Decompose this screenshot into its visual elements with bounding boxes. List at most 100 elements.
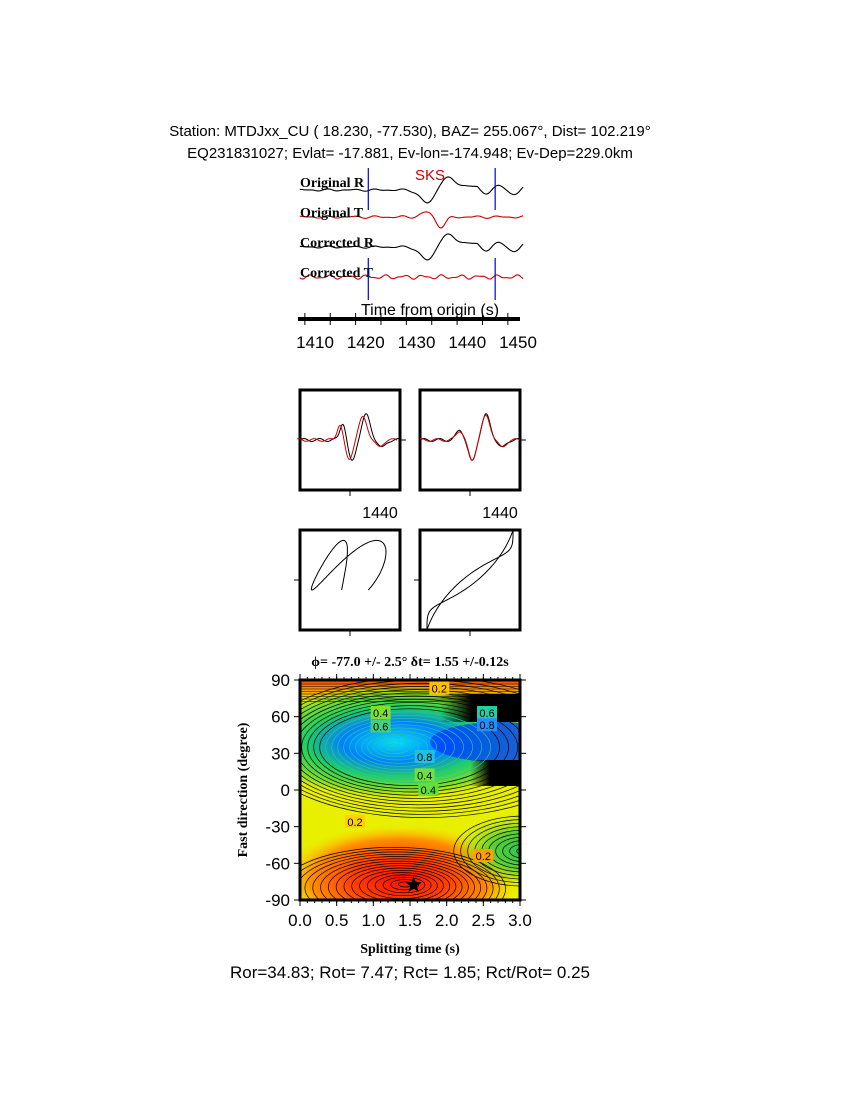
contour-label: 0.4 bbox=[417, 770, 432, 782]
x-tick-label: 1.0 bbox=[362, 911, 386, 930]
contour-line bbox=[300, 692, 520, 802]
contour-line bbox=[374, 874, 432, 897]
contour-line bbox=[516, 847, 520, 855]
y-tick-label: 60 bbox=[271, 708, 290, 727]
contour-line bbox=[349, 724, 456, 770]
contour-line bbox=[398, 881, 413, 888]
time-tick-label: 1440 bbox=[448, 333, 486, 352]
contour-line bbox=[373, 737, 420, 758]
contour-line bbox=[319, 708, 501, 786]
trace-panel: Original R Original T Corrected R Correc… bbox=[296, 167, 537, 352]
contour-label: 0.2 bbox=[432, 684, 447, 696]
contour-label: 0.6 bbox=[373, 721, 388, 733]
contour-label: 0.4 bbox=[421, 785, 436, 797]
contour-line bbox=[325, 711, 492, 783]
contour-label: 0.8 bbox=[479, 720, 494, 732]
splitting-energy-map: ϕ= -77.0 +/- 2.5° δt= 1.55 +/-0.12s 0.2 0… bbox=[236, 655, 532, 957]
contour-line bbox=[343, 865, 457, 900]
y-tick-label: 30 bbox=[271, 744, 290, 763]
contour-label: 0.2 bbox=[347, 817, 362, 829]
particle-panel-right bbox=[418, 528, 522, 632]
contour-label: 0.6 bbox=[479, 708, 494, 720]
contour-label-bg bbox=[429, 681, 450, 695]
contour-line bbox=[300, 846, 506, 900]
phase-label: SKS bbox=[415, 167, 445, 184]
trace-corrected-t bbox=[299, 274, 524, 280]
contour-line bbox=[307, 702, 519, 793]
trace-original-t bbox=[299, 211, 524, 229]
contour-line bbox=[460, 819, 520, 883]
y-tick-label: -30 bbox=[265, 818, 290, 837]
contour-line bbox=[300, 851, 494, 900]
trace-label-corrected-t: Corrected T bbox=[300, 266, 374, 281]
x-tick-label: 3.0 bbox=[508, 911, 532, 930]
time-axis-label: Time from origin (s) bbox=[361, 302, 499, 319]
y-tick-label: -60 bbox=[265, 854, 290, 873]
footer-stats: Ror=34.83; Rot= 7.47; Rct= 1.85; Rct/Rot… bbox=[230, 963, 590, 982]
contour-line bbox=[300, 849, 500, 900]
contour-line bbox=[359, 869, 444, 900]
x-tick-label: 2.5 bbox=[472, 911, 496, 930]
best-fit-star: ★ bbox=[404, 872, 424, 897]
y-tick-label: 90 bbox=[271, 671, 290, 690]
waveform-r bbox=[419, 412, 521, 462]
contour-line bbox=[328, 860, 469, 900]
header-line2: EQ231831027; Evlat= -17.881, Ev-lon=-174… bbox=[187, 145, 633, 162]
contour-line bbox=[351, 867, 451, 900]
time-tick-label: 1450 bbox=[499, 333, 537, 352]
contour-label-bg bbox=[370, 719, 391, 733]
trace-corrected-r bbox=[299, 233, 524, 261]
contour-line bbox=[453, 815, 520, 887]
x-tick-label: 2.0 bbox=[435, 911, 459, 930]
x-tick-label: 1.5 bbox=[398, 911, 422, 930]
contour-line bbox=[467, 822, 520, 880]
waveform-left-xtick: 1440 bbox=[362, 505, 398, 522]
contour-line bbox=[367, 734, 429, 761]
contour-label: 0.8 bbox=[417, 752, 432, 764]
contour-line bbox=[379, 740, 411, 754]
contour-label-bg bbox=[345, 814, 365, 828]
contour-line bbox=[355, 727, 447, 767]
waveform-right-xtick: 1440 bbox=[482, 505, 518, 522]
time-tick-label: 1410 bbox=[296, 333, 334, 352]
heatmap-xlabel: Splitting time (s) bbox=[360, 942, 460, 957]
contour-line bbox=[300, 695, 520, 799]
contour-label-bg bbox=[414, 750, 435, 763]
contour-line bbox=[331, 714, 483, 780]
contour-line bbox=[343, 721, 465, 774]
contour-line bbox=[320, 858, 475, 900]
trace-label-corrected-r: Corrected R bbox=[300, 236, 375, 251]
contour-line bbox=[337, 718, 474, 777]
header-line1: Station: MTDJxx_CU ( 18.230, -77.530), B… bbox=[169, 123, 650, 140]
trace-label-original-t: Original T bbox=[300, 206, 364, 221]
contour-label-bg bbox=[418, 783, 439, 796]
contour-line bbox=[502, 840, 520, 862]
contour-line bbox=[382, 876, 426, 894]
trace-original-r bbox=[299, 176, 524, 204]
x-tick-label: 0.5 bbox=[325, 911, 349, 930]
contour-line bbox=[361, 730, 438, 764]
contour-label-bg bbox=[370, 706, 391, 719]
contour-label: 0.4 bbox=[373, 708, 388, 720]
contour-line bbox=[509, 844, 520, 859]
contour-line bbox=[312, 856, 482, 900]
contour-label-bg bbox=[477, 718, 497, 732]
particle-motion-path bbox=[426, 530, 514, 630]
heatmap-title: ϕ= -77.0 +/- 2.5° δt= 1.55 +/-0.12s bbox=[311, 655, 509, 670]
contour-line bbox=[300, 689, 520, 806]
contour-label: 0.2 bbox=[476, 851, 491, 863]
contour-line bbox=[300, 680, 520, 818]
heatmap-ylabel: Fast direction (degree) bbox=[236, 722, 251, 857]
waveform-t bbox=[419, 414, 521, 462]
trace-label-original-r: Original R bbox=[300, 176, 365, 191]
waveform-t bbox=[296, 415, 398, 460]
contour-line bbox=[313, 705, 510, 790]
particle-motion-path bbox=[310, 539, 387, 591]
y-tick-label: 0 bbox=[281, 781, 290, 800]
waveform-r bbox=[299, 412, 401, 462]
contour-line bbox=[385, 743, 402, 751]
contour-line bbox=[335, 863, 463, 900]
contour-label-bg bbox=[473, 849, 494, 862]
contour-line bbox=[300, 682, 520, 812]
